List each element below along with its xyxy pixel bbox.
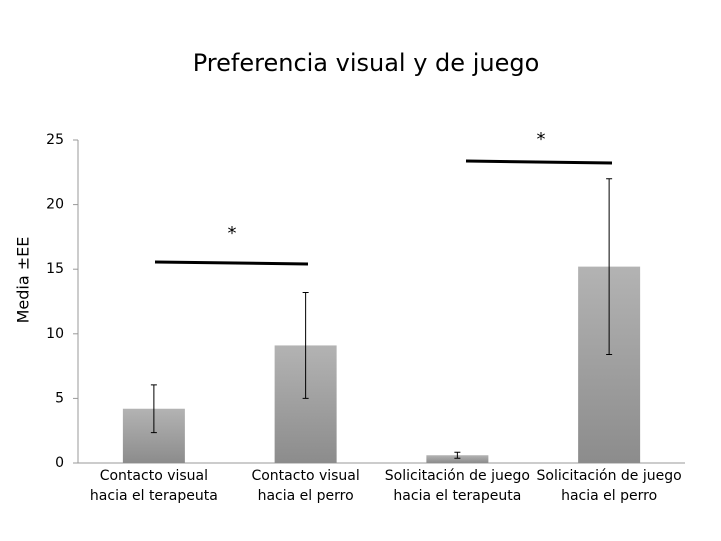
x-tick-label: Solicitación de juego hacia el perro <box>536 468 682 504</box>
x-tick-label: Contacto visual hacia el perro <box>251 468 360 504</box>
bar <box>426 455 489 463</box>
y-axis-label: Media ±EE <box>14 237 33 324</box>
y-tick-label: 25 <box>46 132 64 148</box>
significance-line <box>154 260 309 266</box>
error-bar <box>302 291 309 399</box>
x-tick-label: Contacto visual hacia el terapeuta <box>89 468 218 504</box>
error-bar <box>606 178 613 355</box>
y-tick-label: 0 <box>55 455 64 471</box>
x-tick-label: Solicitación de juego hacia el terapeuta <box>384 468 530 504</box>
error-bar <box>150 384 157 434</box>
chart-title: Preferencia visual y de juego <box>193 49 540 77</box>
significance-line <box>465 159 613 165</box>
y-tick-label: 10 <box>46 326 64 342</box>
annotation: * <box>537 129 546 150</box>
y-tick-label: 5 <box>55 390 64 406</box>
y-tick-label: 15 <box>46 261 64 277</box>
error-bar <box>454 451 461 459</box>
annotation: * <box>228 223 237 244</box>
y-tick-label: 20 <box>46 197 64 213</box>
